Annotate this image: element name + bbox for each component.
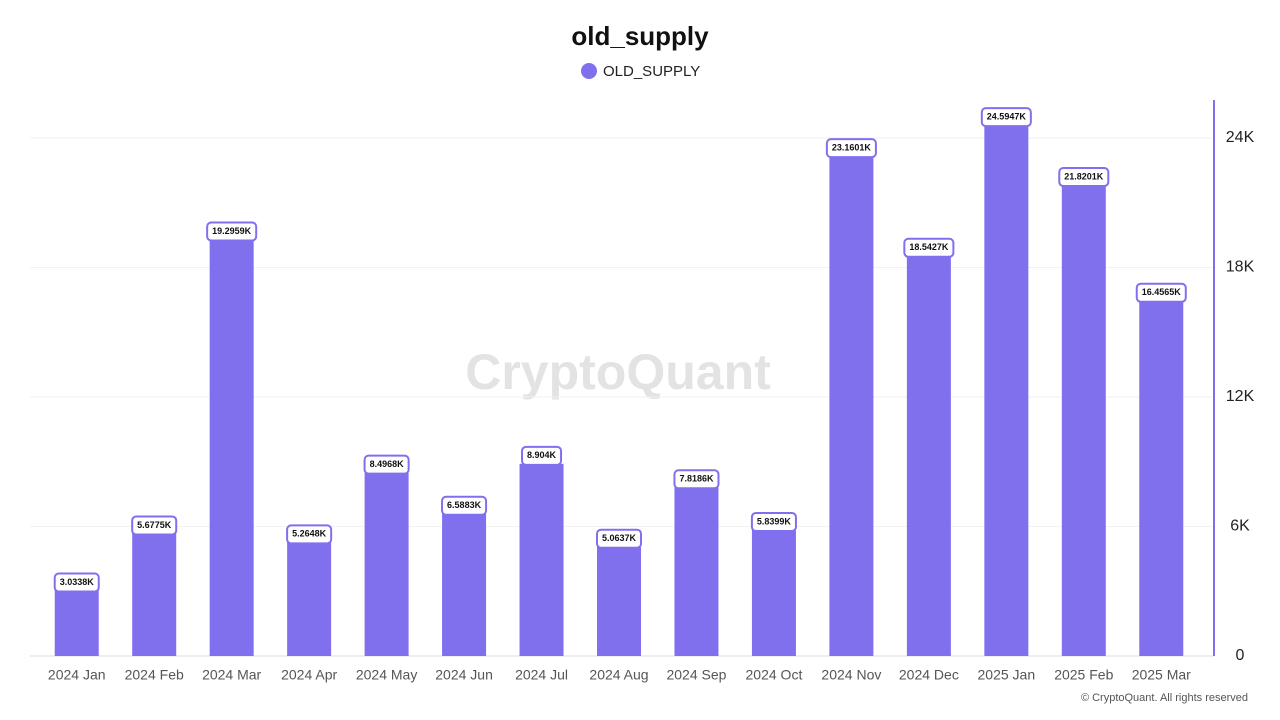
x-tick-label: 2024 Mar (202, 667, 261, 683)
x-tick-label: 2024 Nov (821, 667, 881, 683)
value-label-text: 5.2648K (292, 529, 327, 539)
value-label-text: 6.5883K (447, 500, 482, 510)
bar (1139, 300, 1184, 656)
bar (829, 156, 874, 657)
value-label-text: 19.2959K (212, 226, 252, 236)
value-label-box (903, 237, 955, 258)
bar (984, 125, 1029, 656)
value-label-box (595, 528, 643, 549)
value-label-text: 8.4968K (370, 459, 405, 469)
value-label-box (286, 524, 333, 545)
bar (519, 463, 564, 656)
bar (674, 487, 719, 656)
x-tick-label: 2024 Oct (746, 667, 803, 683)
bar (132, 533, 177, 656)
value-label: 8.904K (521, 445, 563, 466)
bar (364, 472, 409, 656)
bar (54, 590, 99, 656)
value-label: 6.5883K (441, 495, 488, 516)
value-label-box (750, 511, 797, 532)
bar (751, 529, 796, 656)
x-tick-label: 2025 Feb (1054, 667, 1113, 683)
y-tick-label: 0 (1236, 647, 1245, 664)
value-label-box (363, 454, 410, 475)
x-tick-label: 2024 Jul (515, 667, 568, 683)
value-label-box (131, 515, 178, 536)
x-tick-label: 2025 Jan (978, 667, 1036, 683)
value-label-box (521, 445, 563, 466)
legend-marker (581, 63, 597, 79)
y-tick-label: 18K (1226, 259, 1255, 276)
value-label-text: 5.6775K (137, 520, 172, 530)
value-label-text: 7.8186K (679, 474, 714, 484)
value-label-box (1058, 167, 1110, 188)
x-tick-label: 2024 Feb (125, 667, 184, 683)
x-tick-label: 2024 May (356, 667, 417, 683)
value-label: 19.2959K (206, 221, 258, 242)
y-tick-label: 12K (1226, 388, 1255, 405)
legend-label: OLD_SUPPLY (603, 63, 700, 80)
value-label: 5.2648K (286, 524, 333, 545)
bar (1061, 185, 1106, 656)
value-label-text: 21.8201K (1064, 171, 1104, 181)
x-tick-label: 2024 Sep (666, 667, 726, 683)
bar (597, 546, 641, 656)
bar (906, 255, 951, 656)
value-label: 5.8399K (750, 511, 797, 532)
x-tick-label: 2024 Jan (48, 667, 106, 683)
value-label: 23.1601K (825, 138, 877, 159)
value-label-text: 5.0637K (602, 533, 637, 543)
value-label-box (1135, 282, 1187, 303)
value-label-text: 5.8399K (757, 516, 792, 526)
value-label: 16.4565K (1135, 282, 1187, 303)
bar (442, 513, 487, 656)
chart-title: old_supply (571, 21, 709, 51)
value-label: 8.4968K (363, 454, 410, 475)
value-label-text: 18.5427K (909, 242, 949, 252)
value-label: 18.5427K (903, 237, 955, 258)
value-label: 7.8186K (673, 469, 720, 490)
x-tick-label: 2024 Apr (281, 667, 337, 683)
bar (209, 239, 254, 656)
y-tick-label: 24K (1226, 129, 1255, 146)
bar (287, 542, 332, 656)
value-label-text: 16.4565K (1142, 287, 1182, 297)
value-label-box (673, 469, 720, 490)
value-label-text: 24.5947K (987, 112, 1027, 122)
watermark: CryptoQuant (465, 344, 771, 400)
value-label-box (53, 572, 100, 593)
value-label-box (441, 495, 488, 516)
x-tick-label: 2025 Mar (1132, 667, 1191, 683)
value-label-text: 8.904K (527, 450, 557, 460)
value-label: 24.5947K (980, 107, 1032, 128)
value-label: 3.0338K (53, 572, 100, 593)
value-label-box (206, 221, 258, 242)
value-label-text: 3.0338K (60, 577, 95, 587)
x-tick-label: 2024 Aug (589, 667, 648, 683)
value-label-box (825, 138, 877, 159)
value-label-text: 23.1601K (832, 142, 872, 152)
value-label: 5.6775K (131, 515, 178, 536)
x-tick-label: 2024 Dec (899, 667, 959, 683)
value-label-box (980, 107, 1032, 128)
copyright: © CryptoQuant. All rights reserved (1081, 692, 1248, 704)
x-tick-label: 2024 Jun (435, 667, 493, 683)
value-label: 21.8201K (1058, 167, 1110, 188)
value-label: 5.0637K (595, 528, 643, 549)
y-tick-label: 6K (1230, 518, 1250, 535)
